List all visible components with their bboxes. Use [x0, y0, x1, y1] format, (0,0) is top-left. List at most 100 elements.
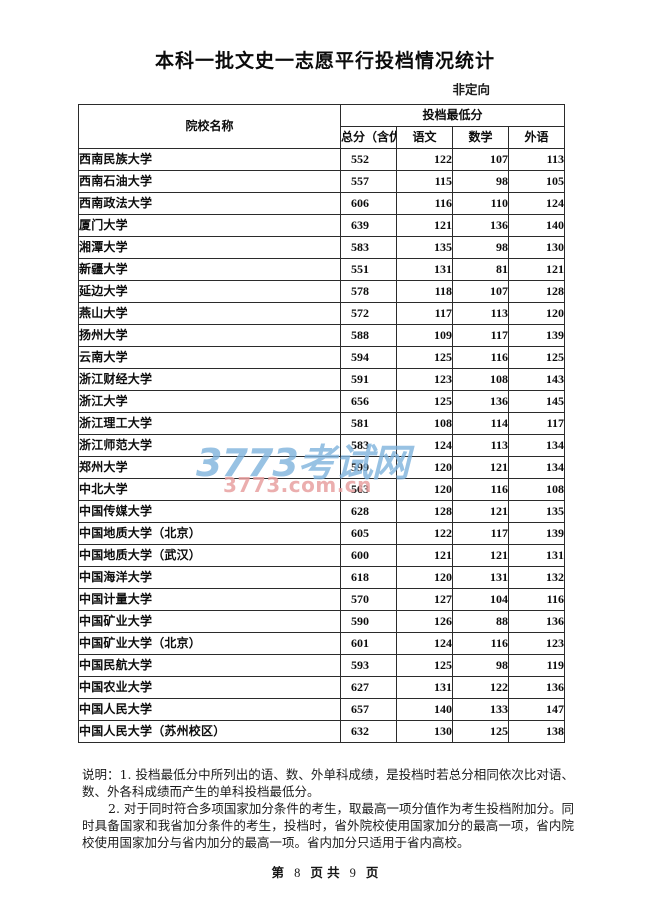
cell-foreign-score: 135: [508, 500, 565, 523]
column-header-math: 数学: [452, 126, 509, 149]
table-row: 扬州大学 588 109 117 139: [78, 324, 565, 347]
cell-math-score: 131: [452, 566, 509, 589]
cell-chinese-score: 125: [396, 346, 453, 369]
cell-chinese-score: 124: [396, 434, 453, 457]
table-row: 西南民族大学 552 122 107 113: [78, 148, 565, 171]
table-row: 中国计量大学 570 127 104 116: [78, 588, 565, 611]
cell-math-score: 104: [452, 588, 509, 611]
cell-chinese-score: 120: [396, 456, 453, 479]
table-row: 中国农业大学 627 131 122 136: [78, 676, 565, 699]
cell-math-score: 113: [452, 434, 509, 457]
cell-foreign-score: 139: [508, 324, 565, 347]
cell-total-score: 593: [340, 654, 397, 677]
cell-math-score: 113: [452, 302, 509, 325]
cell-school-name: 中国矿业大学（北京）: [78, 632, 341, 655]
cell-math-score: 98: [452, 170, 509, 193]
cell-school-name: 新疆大学: [78, 258, 341, 281]
cell-foreign-score: 139: [508, 522, 565, 545]
cell-school-name: 中国民航大学: [78, 654, 341, 677]
cell-foreign-score: 117: [508, 412, 565, 435]
table-row: 中国民航大学 593 125 98 119: [78, 654, 565, 677]
table-row: 西南政法大学 606 116 110 124: [78, 192, 565, 215]
cell-total-score: 605: [340, 522, 397, 545]
cell-foreign-score: 131: [508, 544, 565, 567]
cell-school-name: 扬州大学: [78, 324, 341, 347]
footer-current-page: 8: [294, 866, 301, 880]
cell-math-score: 136: [452, 214, 509, 237]
cell-school-name: 浙江财经大学: [78, 368, 341, 391]
cell-chinese-score: 127: [396, 588, 453, 611]
cell-total-score: 600: [340, 544, 397, 567]
table-row: 西南石油大学 557 115 98 105: [78, 170, 565, 193]
cell-chinese-score: 126: [396, 610, 453, 633]
cell-total-score: 552: [340, 148, 397, 171]
cell-foreign-score: 119: [508, 654, 565, 677]
cell-foreign-score: 145: [508, 390, 565, 413]
score-table-container: 院校名称 投档最低分 总分（含优惠） 语文 数学 外语 西南民族大学552122…: [78, 104, 565, 743]
column-header-chinese: 语文: [396, 126, 453, 149]
admission-score-table: 院校名称 投档最低分 总分（含优惠） 语文 数学 外语 西南民族大学552122…: [78, 104, 565, 743]
cell-chinese-score: 115: [396, 170, 453, 193]
cell-math-score: 136: [452, 390, 509, 413]
cell-chinese-score: 108: [396, 412, 453, 435]
cell-total-score: 639: [340, 214, 397, 237]
cell-school-name: 中国海洋大学: [78, 566, 341, 589]
cell-total-score: 588: [340, 324, 397, 347]
cell-school-name: 浙江大学: [78, 390, 341, 413]
cell-math-score: 98: [452, 654, 509, 677]
header-row-1: 院校名称 投档最低分: [78, 104, 565, 149]
cell-math-score: 107: [452, 280, 509, 303]
table-row: 中北大学 563 120 116 108: [78, 478, 565, 501]
cell-foreign-score: 136: [508, 676, 565, 699]
cell-chinese-score: 122: [396, 148, 453, 171]
table-row: 延边大学 578 118 107 128: [78, 280, 565, 303]
table-row: 燕山大学 572 117 113 120: [78, 302, 565, 325]
cell-chinese-score: 140: [396, 698, 453, 721]
cell-school-name: 中国地质大学（武汉）: [78, 544, 341, 567]
cell-foreign-score: 116: [508, 588, 565, 611]
cell-chinese-score: 120: [396, 566, 453, 589]
cell-math-score: 117: [452, 324, 509, 347]
cell-total-score: 599: [340, 456, 397, 479]
cell-school-name: 湘潭大学: [78, 236, 341, 259]
cell-school-name: 浙江师范大学: [78, 434, 341, 457]
cell-foreign-score: 138: [508, 720, 565, 743]
table-row: 中国人民大学 657 140 133 147: [78, 698, 565, 721]
cell-foreign-score: 147: [508, 698, 565, 721]
cell-math-score: 107: [452, 148, 509, 171]
cell-foreign-score: 130: [508, 236, 565, 259]
cell-school-name: 中国地质大学（北京）: [78, 522, 341, 545]
cell-chinese-score: 125: [396, 390, 453, 413]
cell-chinese-score: 125: [396, 654, 453, 677]
table-body: 西南民族大学 552 122 107 113 西南石油大学 557 115 98 105 西南政法大…: [78, 148, 565, 743]
table-row: 浙江大学 656 125 136 145: [78, 390, 565, 413]
cell-school-name: 中国人民大学（苏州校区）: [78, 720, 341, 743]
cell-total-score: 583: [340, 434, 397, 457]
cell-total-score: 628: [340, 500, 397, 523]
table-row: 中国地质大学（北京） 605 122 117 139: [78, 522, 565, 545]
cell-school-name: 云南大学: [78, 346, 341, 369]
cell-chinese-score: 118: [396, 280, 453, 303]
footer-prefix: 第: [271, 865, 285, 880]
header-row-2: 总分（含优惠） 语文 数学 外语: [79, 126, 565, 149]
cell-chinese-score: 128: [396, 500, 453, 523]
cell-math-score: 108: [452, 368, 509, 391]
cell-math-score: 122: [452, 676, 509, 699]
table-row: 中国矿业大学 590 126 88 136: [78, 610, 565, 633]
cell-chinese-score: 121: [396, 214, 453, 237]
footnote-item-2: 2. 对于同时符合多项国家加分条件的考生，取最高一项分值作为考生投档附加分。同时…: [82, 801, 574, 850]
column-header-foreign: 外语: [508, 126, 565, 149]
column-header-school-name: 院校名称: [78, 104, 341, 149]
cell-school-name: 中国人民大学: [78, 698, 341, 721]
cell-foreign-score: 105: [508, 170, 565, 193]
category-label: 非定向: [452, 82, 490, 97]
cell-chinese-score: 121: [396, 544, 453, 567]
cell-chinese-score: 130: [396, 720, 453, 743]
cell-chinese-score: 122: [396, 522, 453, 545]
table-row: 中国海洋大学 618 120 131 132: [78, 566, 565, 589]
cell-foreign-score: 120: [508, 302, 565, 325]
cell-total-score: 590: [340, 610, 397, 633]
cell-math-score: 110: [452, 192, 509, 215]
cell-math-score: 116: [452, 478, 509, 501]
